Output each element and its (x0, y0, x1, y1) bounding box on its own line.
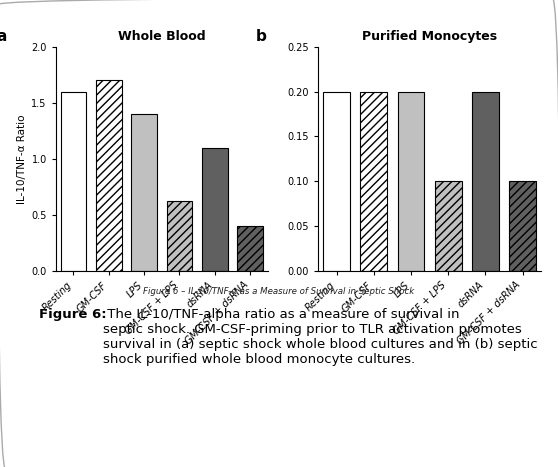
Bar (238, 226, 263, 271)
Text: b: b (256, 29, 266, 44)
Bar (360, 92, 387, 271)
Bar (202, 148, 228, 271)
Bar (61, 92, 86, 271)
Text: a: a (0, 29, 7, 44)
Text: Figure 6 – IL-10/TNF-α as a Measure of Survival in Septic Shock: Figure 6 – IL-10/TNF-α as a Measure of S… (143, 287, 415, 296)
Title: Whole Blood: Whole Blood (118, 30, 206, 43)
Bar (96, 80, 122, 271)
Bar (398, 92, 425, 271)
Bar (509, 181, 536, 271)
Bar (472, 92, 499, 271)
Bar (435, 181, 461, 271)
Text: The IL-10/TNF-alpha ratio as a measure of survival in
septic shock. GM-CSF-primi: The IL-10/TNF-alpha ratio as a measure o… (103, 308, 538, 366)
Text: Figure 6:: Figure 6: (39, 308, 107, 321)
Bar (132, 114, 157, 271)
Y-axis label: IL-10/TNF-α Ratio: IL-10/TNF-α Ratio (17, 114, 27, 204)
Bar (323, 92, 350, 271)
Bar (167, 201, 192, 271)
Title: Purified Monocytes: Purified Monocytes (362, 30, 497, 43)
